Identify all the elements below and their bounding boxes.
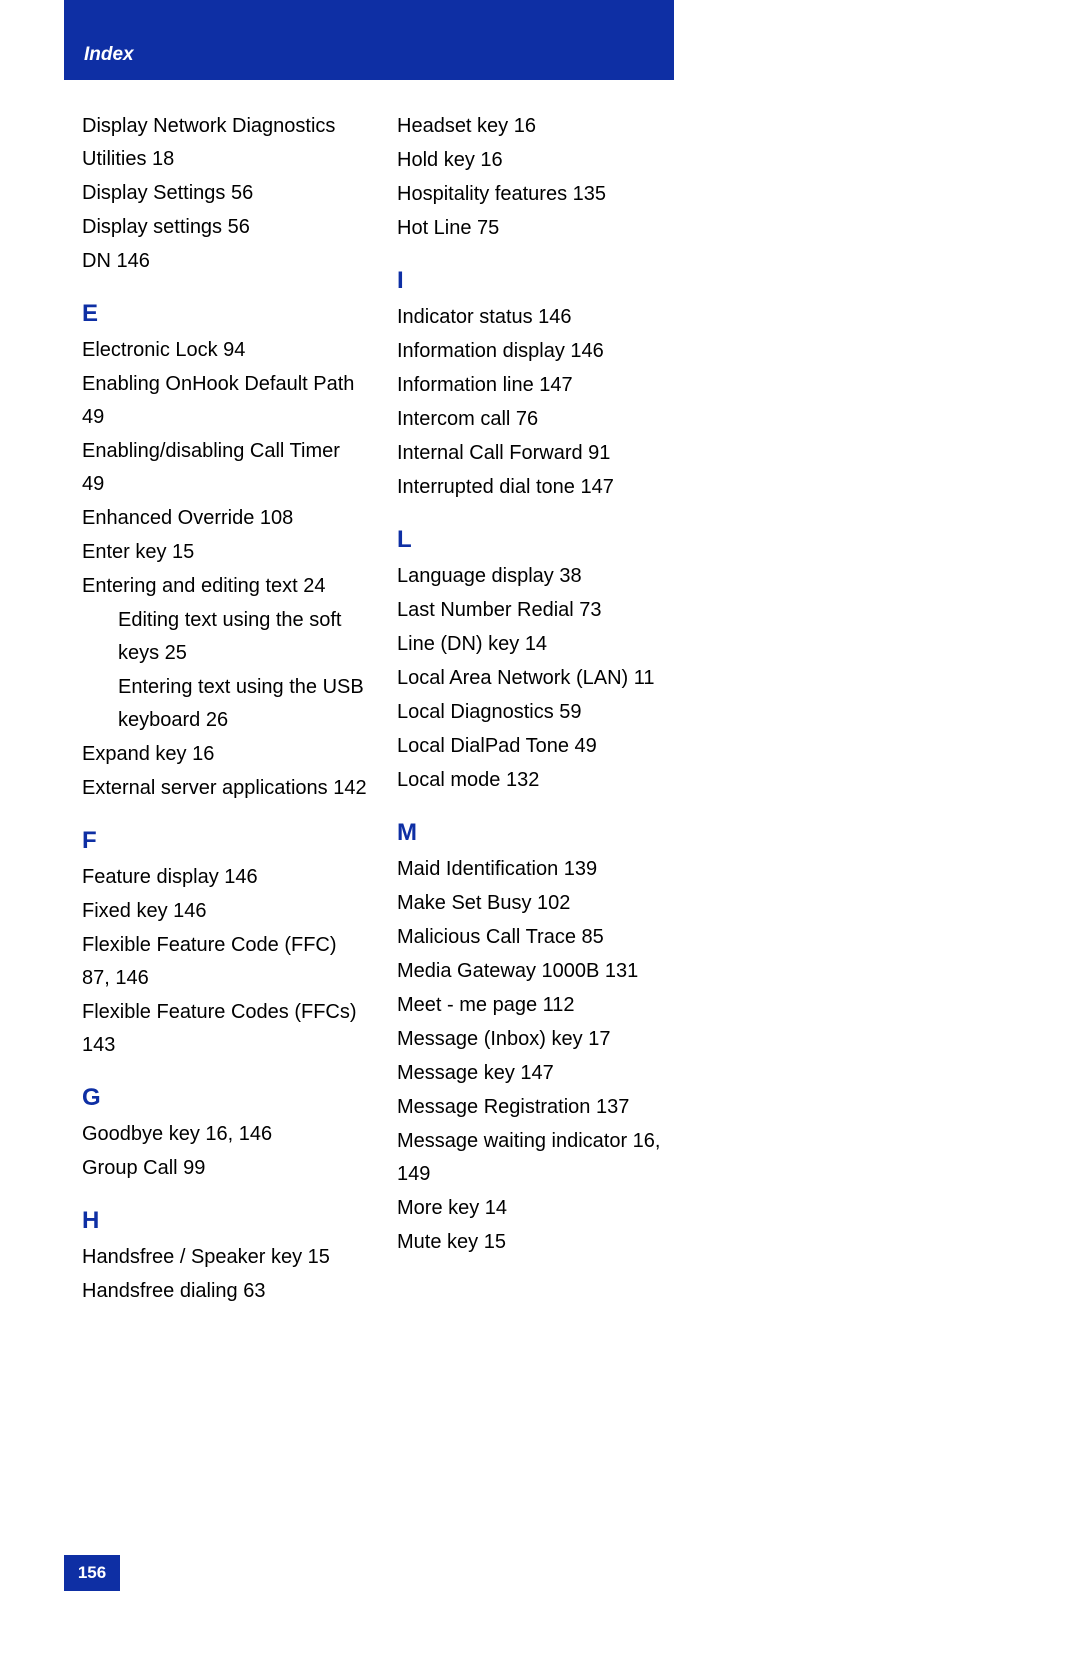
section-letter-h: H	[82, 1207, 367, 1235]
index-entry: Local mode 132	[397, 764, 682, 797]
section-letter-i: I	[397, 267, 682, 295]
index-entry: Entering and editing text 24	[82, 570, 367, 603]
index-entry: Maid Identification 139	[397, 853, 682, 886]
page-number: 156	[78, 1563, 106, 1583]
index-entry: Message Registration 137	[397, 1091, 682, 1124]
index-entry: Display Settings 56	[82, 177, 367, 210]
index-entry: More key 14	[397, 1192, 682, 1225]
index-entry: Enabling/disabling Call Timer 49	[82, 435, 367, 501]
index-entry: Group Call 99	[82, 1152, 367, 1185]
index-entry: External server applications 142	[82, 772, 367, 805]
index-entry: Indicator status 146	[397, 301, 682, 334]
index-entry: Enabling OnHook Default Path 49	[82, 368, 367, 434]
index-entry: DN 146	[82, 245, 367, 278]
page-title: Index	[84, 44, 134, 66]
index-entry: Display Network Diagnostics Utilities 18	[82, 110, 367, 176]
index-subentry: Editing text using the soft keys 25	[82, 604, 367, 670]
index-entry: Feature display 146	[82, 861, 367, 894]
index-entry: Line (DN) key 14	[397, 628, 682, 661]
section-letter-f: F	[82, 827, 367, 855]
index-entry: Flexible Feature Codes (FFCs) 143	[82, 996, 367, 1062]
index-entry: Meet - me page 112	[397, 989, 682, 1022]
index-entry: Hot Line 75	[397, 212, 682, 245]
index-entry: Expand key 16	[82, 738, 367, 771]
index-subentry: Entering text using the USB keyboard 26	[82, 671, 367, 737]
index-entry: Enter key 15	[82, 536, 367, 569]
index-entry: Message (Inbox) key 17	[397, 1023, 682, 1056]
header-bar: Index	[64, 0, 674, 80]
index-entry: Interrupted dial tone 147	[397, 471, 682, 504]
index-entry: Local Area Network (LAN) 11	[397, 662, 682, 695]
index-content: Display Network Diagnostics Utilities 18…	[82, 110, 682, 1309]
index-entry: Mute key 15	[397, 1226, 682, 1259]
index-entry: Display settings 56	[82, 211, 367, 244]
index-entry: Intercom call 76	[397, 403, 682, 436]
index-entry: Fixed key 146	[82, 895, 367, 928]
index-entry: Information line 147	[397, 369, 682, 402]
index-entry: Make Set Busy 102	[397, 887, 682, 920]
index-entry: Hold key 16	[397, 144, 682, 177]
section-letter-m: M	[397, 819, 682, 847]
index-entry: Handsfree dialing 63	[82, 1275, 367, 1308]
index-entry: Last Number Redial 73	[397, 594, 682, 627]
index-entry: Media Gateway 1000B 131	[397, 955, 682, 988]
index-entry: Message key 147	[397, 1057, 682, 1090]
index-entry: Electronic Lock 94	[82, 334, 367, 367]
index-entry: Local Diagnostics 59	[397, 696, 682, 729]
index-entry: Language display 38	[397, 560, 682, 593]
left-column: Display Network Diagnostics Utilities 18…	[82, 110, 367, 1309]
section-letter-g: G	[82, 1084, 367, 1112]
index-entry: Goodbye key 16, 146	[82, 1118, 367, 1151]
index-entry: Hospitality features 135	[397, 178, 682, 211]
right-column: Headset key 16 Hold key 16 Hospitality f…	[397, 110, 682, 1309]
index-entry: Local DialPad Tone 49	[397, 730, 682, 763]
section-letter-l: L	[397, 526, 682, 554]
index-entry: Message waiting indicator 16, 149	[397, 1125, 682, 1191]
index-entry: Handsfree / Speaker key 15	[82, 1241, 367, 1274]
index-entry: Enhanced Override 108	[82, 502, 367, 535]
index-entry: Internal Call Forward 91	[397, 437, 682, 470]
footer-bar: 156	[64, 1555, 120, 1591]
index-entry: Information display 146	[397, 335, 682, 368]
index-entry: Headset key 16	[397, 110, 682, 143]
index-entry: Flexible Feature Code (FFC) 87, 146	[82, 929, 367, 995]
section-letter-e: E	[82, 300, 367, 328]
index-entry: Malicious Call Trace 85	[397, 921, 682, 954]
